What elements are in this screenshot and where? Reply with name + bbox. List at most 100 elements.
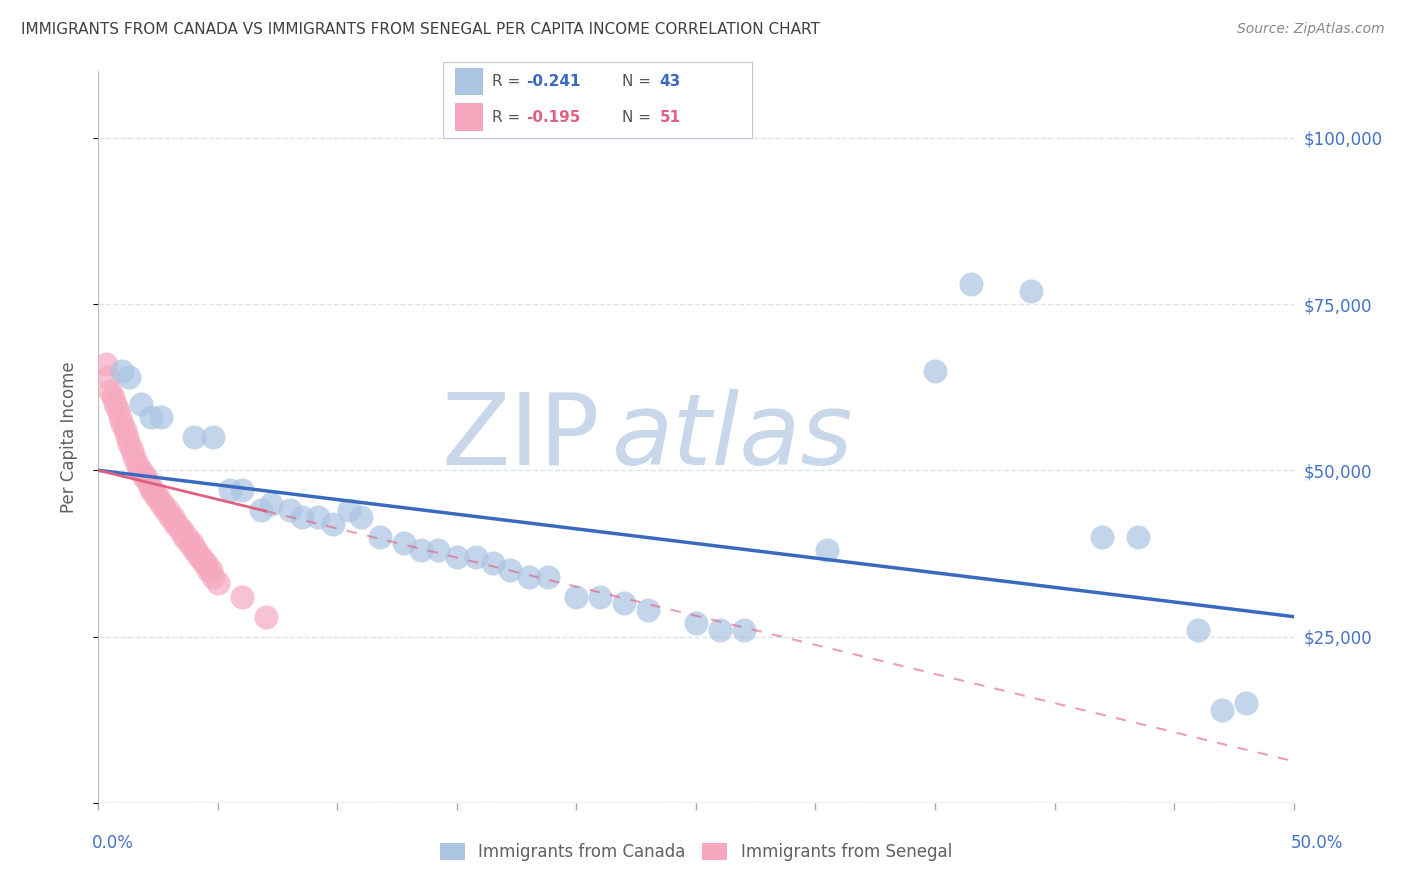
Point — [193, 557, 215, 571]
Point — [465, 549, 488, 564]
Point — [307, 509, 329, 524]
Text: 43: 43 — [659, 74, 681, 89]
Point — [114, 424, 136, 438]
Point — [97, 370, 120, 384]
Point — [613, 596, 636, 610]
Point — [104, 397, 127, 411]
Point — [350, 509, 373, 524]
Text: R =: R = — [492, 110, 526, 125]
Point — [685, 616, 707, 631]
Point — [411, 543, 433, 558]
Point — [166, 516, 188, 531]
Point — [149, 410, 172, 425]
Point — [231, 483, 253, 498]
Point — [152, 497, 174, 511]
Point — [132, 470, 155, 484]
Point — [565, 590, 588, 604]
Point — [481, 557, 505, 571]
Point — [426, 543, 449, 558]
Point — [1187, 623, 1209, 637]
Text: IMMIGRANTS FROM CANADA VS IMMIGRANTS FROM SENEGAL PER CAPITA INCOME CORRELATION : IMMIGRANTS FROM CANADA VS IMMIGRANTS FRO… — [21, 22, 820, 37]
Point — [207, 576, 229, 591]
Text: 51: 51 — [659, 110, 681, 125]
Point — [169, 523, 191, 537]
Y-axis label: Per Capita Income: Per Capita Income — [59, 361, 77, 513]
Point — [278, 503, 301, 517]
Point — [115, 430, 138, 444]
Text: -0.195: -0.195 — [526, 110, 581, 125]
Point — [138, 476, 160, 491]
Point — [637, 603, 659, 617]
Point — [107, 403, 129, 417]
Point — [173, 530, 195, 544]
Text: 50.0%: 50.0% — [1291, 834, 1343, 852]
Text: Source: ZipAtlas.com: Source: ZipAtlas.com — [1237, 22, 1385, 37]
Text: R =: R = — [492, 74, 526, 89]
Point — [156, 503, 179, 517]
Point — [291, 509, 314, 524]
Point — [163, 516, 186, 531]
Point — [121, 443, 143, 458]
Text: N =: N = — [623, 74, 657, 89]
Text: ZIP: ZIP — [441, 389, 600, 485]
Point — [322, 516, 344, 531]
Point — [148, 490, 170, 504]
Point — [250, 503, 273, 517]
Point — [139, 410, 162, 425]
Point — [118, 370, 141, 384]
Point — [187, 549, 209, 564]
Point — [94, 357, 117, 371]
Point — [960, 277, 983, 292]
Point — [1128, 530, 1150, 544]
Point — [709, 623, 731, 637]
Point — [339, 503, 361, 517]
Text: N =: N = — [623, 110, 657, 125]
Point — [202, 430, 225, 444]
Point — [159, 509, 181, 524]
Point — [924, 363, 946, 377]
Point — [254, 609, 277, 624]
Point — [125, 457, 148, 471]
Point — [131, 397, 153, 411]
Point — [111, 417, 134, 431]
Point — [176, 530, 198, 544]
Point — [190, 549, 212, 564]
Point — [162, 509, 184, 524]
Point — [101, 390, 124, 404]
Point — [145, 490, 167, 504]
Point — [197, 563, 219, 577]
Point — [1019, 284, 1042, 298]
Point — [200, 563, 222, 577]
Point — [149, 497, 172, 511]
Point — [446, 549, 468, 564]
Text: -0.241: -0.241 — [526, 74, 581, 89]
Point — [1234, 696, 1257, 710]
Point — [183, 543, 205, 558]
Bar — [456, 103, 484, 130]
Point — [155, 503, 177, 517]
Point — [1091, 530, 1114, 544]
Point — [186, 543, 208, 558]
Point — [195, 557, 218, 571]
Point — [394, 536, 416, 550]
Point — [1211, 703, 1233, 717]
Point — [128, 463, 150, 477]
Point — [135, 470, 157, 484]
Point — [517, 570, 540, 584]
Point — [498, 563, 520, 577]
Point — [219, 483, 242, 498]
Point — [179, 536, 201, 550]
Point — [231, 590, 253, 604]
Point — [124, 450, 146, 464]
Point — [183, 430, 205, 444]
Point — [172, 523, 194, 537]
Point — [202, 570, 225, 584]
Legend: Immigrants from Canada, Immigrants from Senegal: Immigrants from Canada, Immigrants from … — [433, 836, 959, 868]
Bar — [456, 68, 484, 95]
Point — [111, 363, 134, 377]
Point — [259, 497, 281, 511]
Point — [118, 436, 141, 450]
Point — [180, 536, 202, 550]
Point — [139, 483, 162, 498]
Point — [537, 570, 560, 584]
